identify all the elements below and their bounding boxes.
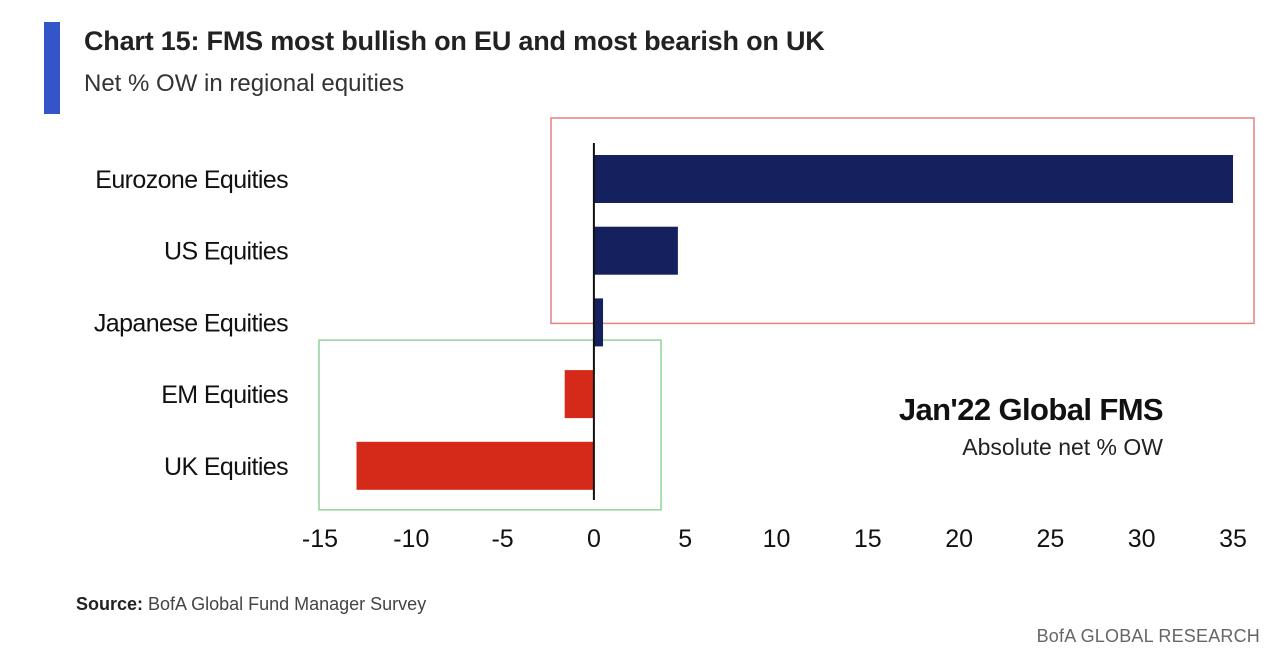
x-tick-label: 0 [587,525,601,553]
bar-japanese-equities [593,298,604,347]
x-tick-label: 15 [854,525,882,553]
category-label: Japanese Equities [94,309,288,337]
category-label: Eurozone Equities [95,166,288,194]
bar-uk-equities [356,441,594,490]
source-label: Source: [76,594,144,614]
x-tick-label: -5 [491,525,513,553]
x-tick-label: 10 [763,525,791,553]
x-tick-label: 35 [1219,525,1247,553]
category-label: EM Equities [161,381,288,409]
chart-subtitle: Net % OW in regional equities [84,70,405,97]
annotation-subtitle: Absolute net % OW [962,434,1163,460]
category-label: UK Equities [164,453,288,481]
bar-chart: Eurozone Equities US Equities Japanese Equ… [94,117,1255,553]
bar-eurozone-equities [593,155,1233,203]
x-tick-label: -15 [302,525,338,553]
bar-em-equities [564,370,594,419]
x-tick-label: 25 [1036,525,1064,553]
chart-title: Chart 15: FMS most bullish on EU and mos… [84,26,825,56]
x-tick-label: 20 [945,525,973,553]
x-tick-label: 5 [678,525,692,553]
highlight-box-bearish [318,339,662,511]
x-tick-label: -10 [393,525,429,553]
bar-us-equities [593,226,678,275]
category-label: US Equities [164,238,288,266]
accent-bar [44,22,60,114]
source-note: Source: BofA Global Fund Manager Survey [76,594,426,615]
highlight-box-bullish [550,117,1255,325]
x-tick-label: 30 [1128,525,1156,553]
brand-footer: BofA GLOBAL RESEARCH [1036,626,1260,646]
source-text: BofA Global Fund Manager Survey [143,594,427,614]
annotation-title: Jan'22 Global FMS [899,392,1163,427]
